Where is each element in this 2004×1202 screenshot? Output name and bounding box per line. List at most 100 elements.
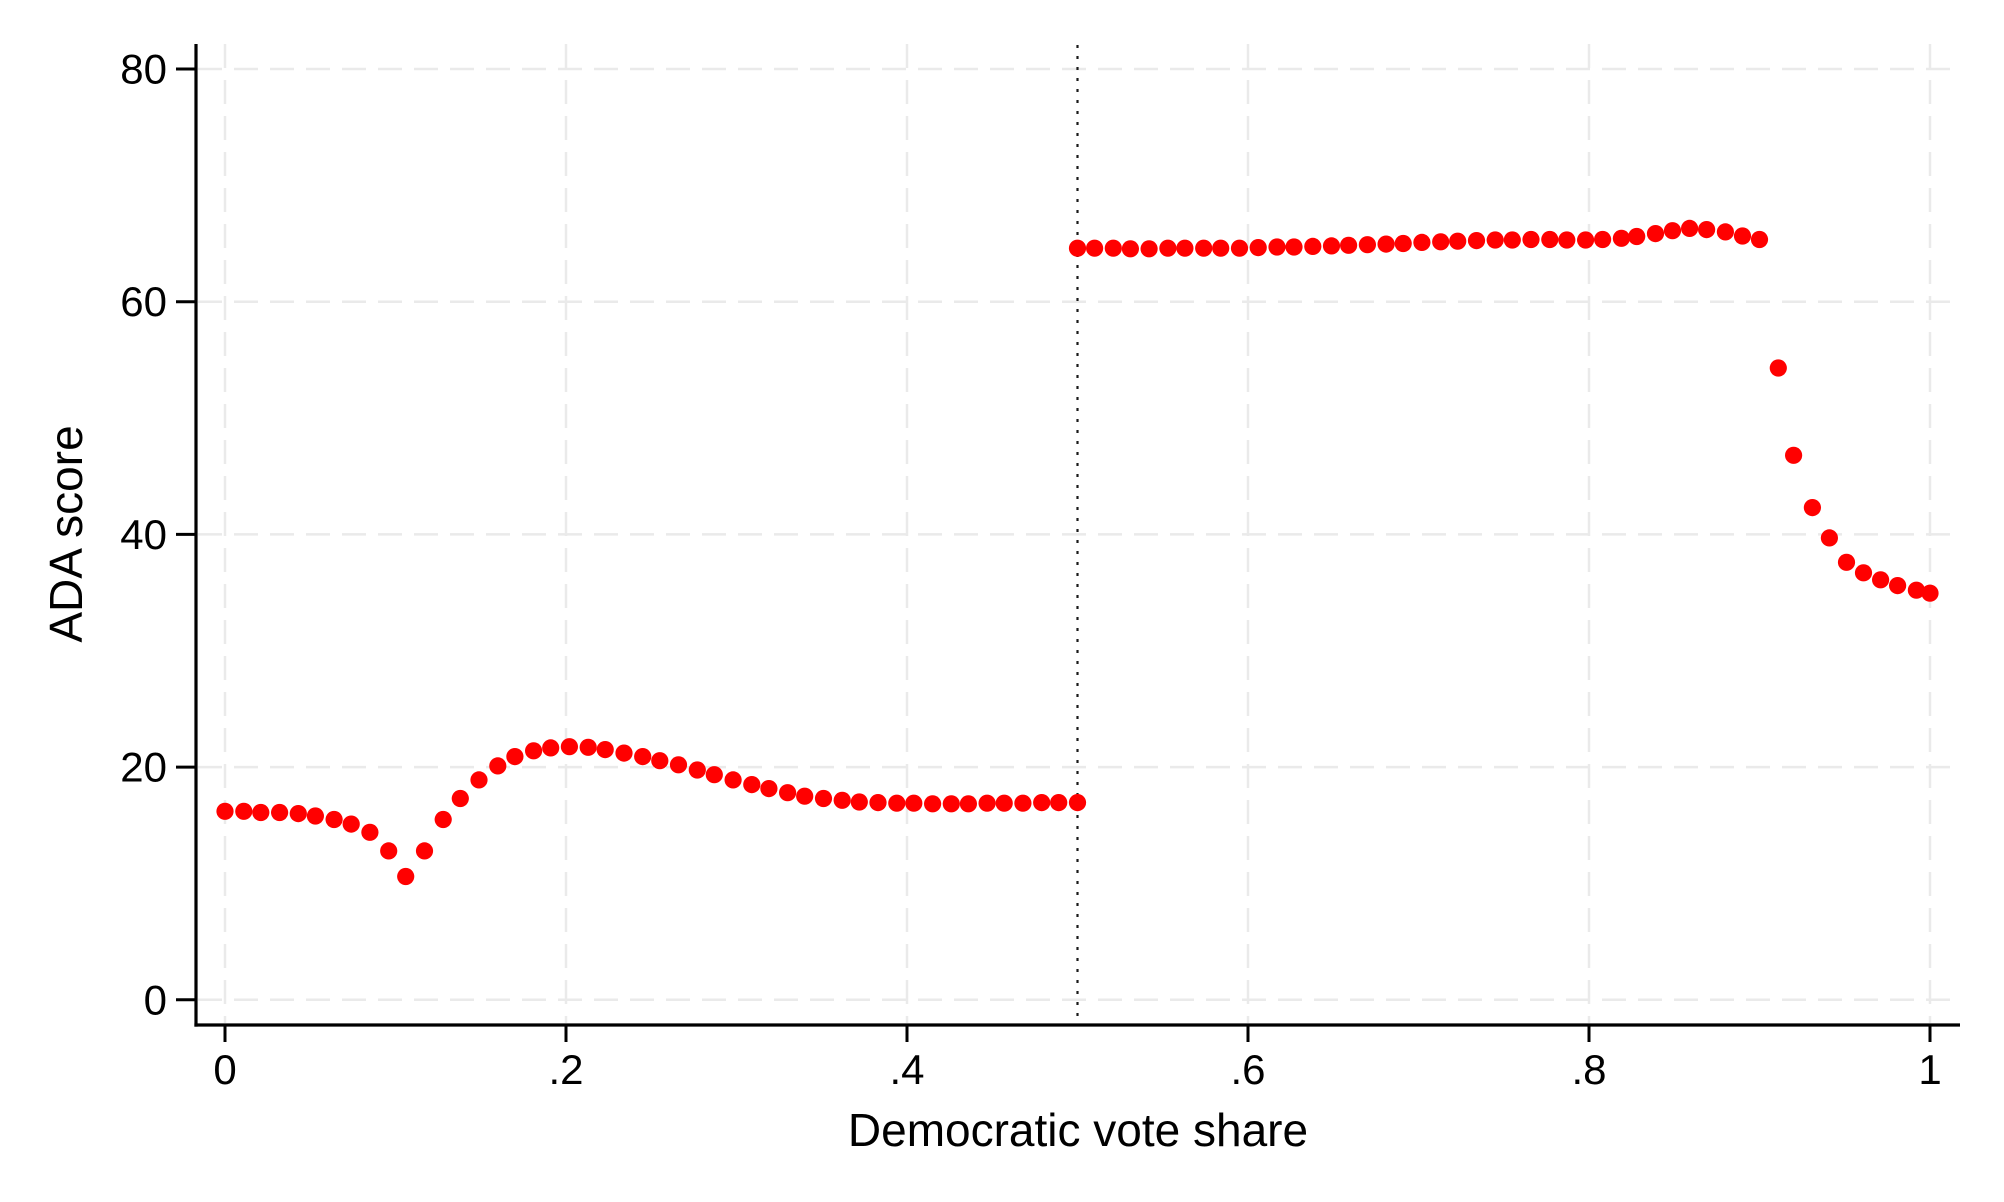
data-point	[1837, 553, 1856, 571]
data-point	[342, 815, 360, 833]
data-point	[1104, 239, 1122, 257]
data-point	[1467, 232, 1486, 250]
data-point	[688, 761, 706, 779]
data-point	[1086, 239, 1104, 257]
y-tick-label: 80	[120, 46, 167, 93]
data-point	[779, 784, 797, 802]
data-point	[1803, 499, 1821, 517]
y-tick-label: 20	[120, 744, 167, 791]
tick-labels: 0 20 40 60 80 0 .2 .4 .6 .8 1	[120, 46, 1941, 1094]
data-point	[1612, 229, 1630, 247]
data-point	[415, 842, 434, 860]
data-point	[796, 787, 814, 805]
data-point	[1322, 237, 1341, 255]
tick-marks	[176, 67, 1932, 1042]
data-point	[995, 794, 1013, 812]
data-point	[306, 807, 324, 825]
data-point	[869, 794, 887, 812]
data-point	[1394, 234, 1412, 253]
y-tick-label: 40	[120, 511, 167, 558]
data-point	[850, 793, 868, 811]
data-point	[579, 738, 597, 756]
x-tick-label: .4	[889, 1046, 924, 1093]
data-point	[434, 810, 452, 829]
data-point	[1033, 794, 1051, 812]
y-tick-label: 0	[144, 976, 167, 1023]
data-point	[216, 802, 234, 820]
data-point	[380, 842, 398, 860]
data-point	[1921, 584, 1939, 602]
data-point	[1681, 219, 1699, 237]
data-point	[760, 780, 778, 798]
data-point	[1050, 794, 1068, 812]
data-point	[1733, 227, 1752, 245]
data-point	[1195, 239, 1213, 257]
data-point	[1854, 564, 1873, 582]
data-point	[1230, 239, 1249, 257]
data-point	[942, 795, 960, 813]
data-point	[1820, 529, 1838, 547]
data-point	[470, 771, 488, 789]
data-point	[1304, 237, 1322, 255]
data-point	[1068, 794, 1087, 812]
data-point	[1432, 233, 1450, 251]
data-point	[397, 867, 415, 886]
x-tick-label: .8	[1571, 1046, 1606, 1093]
data-point	[1558, 231, 1576, 249]
data-point	[924, 795, 942, 813]
data-point	[1646, 225, 1665, 243]
data-point	[1176, 239, 1194, 257]
x-tick-label: 1	[1918, 1046, 1941, 1093]
data-point	[451, 789, 469, 808]
data-point	[1340, 236, 1358, 254]
data-point	[525, 742, 543, 760]
data-point	[1377, 235, 1395, 253]
data-point	[252, 803, 270, 822]
data-point	[705, 766, 723, 784]
data-point	[1594, 230, 1612, 249]
data-point	[325, 810, 343, 829]
x-tick-label: 0	[213, 1046, 236, 1093]
x-tick-label: .6	[1230, 1046, 1265, 1093]
data-point	[833, 791, 851, 809]
data-point	[1750, 230, 1769, 249]
data-point	[1907, 581, 1925, 599]
data-point	[1249, 239, 1267, 257]
data-point	[1486, 231, 1504, 249]
data-point	[1872, 571, 1890, 589]
data-point	[289, 805, 307, 823]
data-point	[959, 795, 978, 813]
data-point	[1716, 223, 1734, 241]
data-point	[1698, 221, 1716, 239]
data-point	[1413, 233, 1431, 251]
data-point	[489, 757, 507, 775]
x-axis-title: Democratic vote share	[848, 1104, 1308, 1156]
data-point	[814, 789, 833, 808]
data-point	[743, 776, 761, 794]
data-point	[1449, 232, 1467, 250]
data-point	[1068, 239, 1087, 257]
data-point	[506, 748, 524, 766]
data-point	[1663, 222, 1682, 240]
data-point	[1159, 239, 1177, 257]
data-point	[1212, 239, 1230, 257]
data-point	[1358, 236, 1376, 254]
data-point	[724, 771, 742, 789]
data-point	[615, 744, 633, 762]
data-point	[1014, 794, 1032, 812]
data-point	[1889, 577, 1907, 595]
data-point	[235, 802, 253, 820]
data-point	[1268, 238, 1286, 256]
data-point	[271, 803, 289, 822]
y-tick-label: 60	[120, 278, 167, 325]
data-point	[1785, 446, 1803, 464]
data-point	[978, 794, 996, 812]
data-point	[1121, 240, 1139, 258]
data-point	[361, 823, 379, 841]
data-point	[905, 794, 923, 812]
data-point	[1285, 238, 1303, 256]
data-point	[1503, 231, 1521, 249]
data-point	[560, 738, 579, 756]
